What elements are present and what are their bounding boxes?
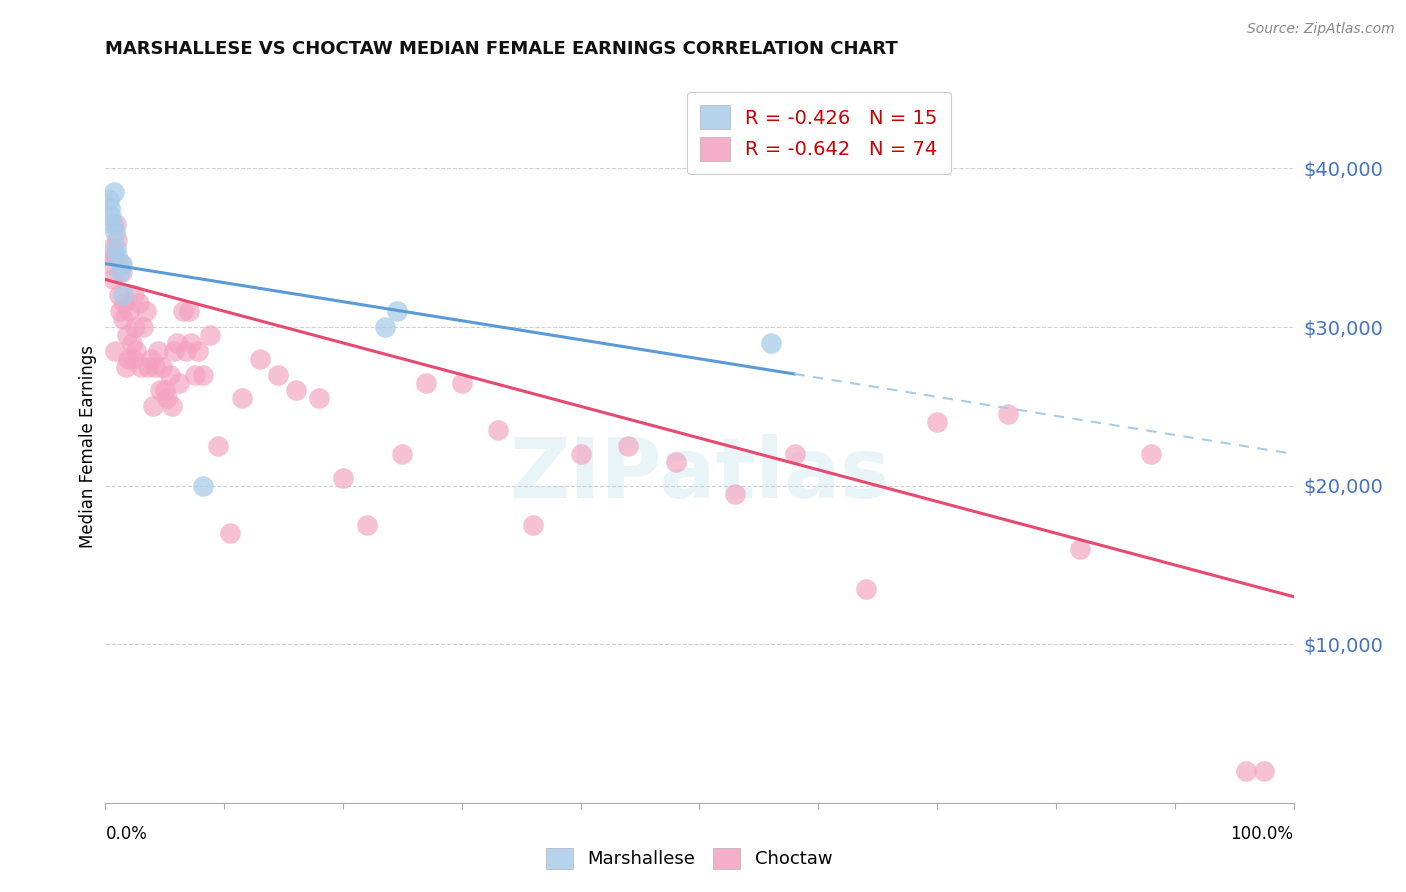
Legend: R = -0.426   N = 15, R = -0.642   N = 74: R = -0.426 N = 15, R = -0.642 N = 74 <box>686 92 950 174</box>
Point <box>125 343 148 358</box>
Point <box>115 328 138 343</box>
Point <box>108 264 131 278</box>
Point <box>142 400 165 414</box>
Point <box>153 384 176 398</box>
Point <box>105 217 128 231</box>
Point <box>107 288 129 302</box>
Point <box>166 335 188 350</box>
Text: ZIPatlas: ZIPatlas <box>509 434 890 515</box>
Point <box>121 351 143 366</box>
Point <box>160 400 183 414</box>
Point <box>100 209 122 223</box>
Point <box>152 359 174 374</box>
Point <box>332 471 354 485</box>
Point <box>180 335 202 350</box>
Point <box>759 335 782 350</box>
Point <box>111 264 134 278</box>
Point <box>122 288 145 302</box>
Point <box>101 272 124 286</box>
Point <box>146 343 169 358</box>
Point <box>129 359 152 374</box>
Point <box>98 257 121 271</box>
Point <box>104 343 127 358</box>
Point <box>128 296 150 310</box>
Point <box>101 217 124 231</box>
Point <box>522 518 544 533</box>
Point <box>156 392 179 406</box>
Point <box>108 304 131 318</box>
Point <box>143 359 166 374</box>
Point <box>1140 447 1163 461</box>
Point <box>391 447 413 461</box>
Point <box>159 368 181 382</box>
Point <box>174 343 197 358</box>
Point <box>1234 764 1257 778</box>
Point <box>104 225 127 239</box>
Point <box>855 582 877 596</box>
Point <box>135 304 157 318</box>
Point <box>114 296 136 310</box>
Point <box>569 447 592 461</box>
Point <box>724 486 747 500</box>
Y-axis label: Median Female Earnings: Median Female Earnings <box>79 344 97 548</box>
Point <box>105 249 128 263</box>
Text: 100.0%: 100.0% <box>1230 825 1294 843</box>
Point <box>103 186 125 200</box>
Point <box>124 320 146 334</box>
Point <box>198 328 221 343</box>
Point <box>231 392 253 406</box>
Text: Source: ZipAtlas.com: Source: ZipAtlas.com <box>1247 22 1395 37</box>
Point <box>177 304 200 318</box>
Point <box>132 320 155 334</box>
Point <box>249 351 271 366</box>
Point <box>103 249 125 263</box>
Point <box>356 518 378 533</box>
Point <box>136 359 159 374</box>
Point <box>100 241 122 255</box>
Point <box>1069 542 1091 557</box>
Point <box>121 335 143 350</box>
Point <box>105 233 128 247</box>
Point <box>207 439 229 453</box>
Point <box>112 288 135 302</box>
Point <box>267 368 290 382</box>
Point <box>219 526 242 541</box>
Point <box>167 376 190 390</box>
Point <box>105 241 128 255</box>
Point <box>118 304 141 318</box>
Point <box>486 423 509 437</box>
Point <box>997 407 1019 421</box>
Point <box>1253 764 1275 778</box>
Point <box>925 415 948 429</box>
Point <box>172 304 194 318</box>
Point <box>284 384 307 398</box>
Point <box>117 351 139 366</box>
Point <box>183 368 205 382</box>
Point <box>139 351 162 366</box>
Point <box>415 376 437 390</box>
Point <box>187 343 209 358</box>
Point <box>617 439 640 453</box>
Text: MARSHALLESE VS CHOCTAW MEDIAN FEMALE EARNINGS CORRELATION CHART: MARSHALLESE VS CHOCTAW MEDIAN FEMALE EAR… <box>105 40 898 58</box>
Point <box>98 201 121 215</box>
Point <box>98 193 121 207</box>
Point <box>374 320 396 334</box>
Point <box>114 359 136 374</box>
Point <box>385 304 408 318</box>
Text: 0.0%: 0.0% <box>105 825 148 843</box>
Point <box>191 478 214 492</box>
Point <box>112 312 135 326</box>
Point <box>163 343 186 358</box>
Point <box>665 455 688 469</box>
Point <box>191 368 214 382</box>
Legend: Marshallese, Choctaw: Marshallese, Choctaw <box>538 840 839 876</box>
Point <box>149 384 172 398</box>
Point <box>110 257 132 271</box>
Point <box>111 257 134 271</box>
Point <box>308 392 330 406</box>
Point <box>783 447 806 461</box>
Point <box>450 376 472 390</box>
